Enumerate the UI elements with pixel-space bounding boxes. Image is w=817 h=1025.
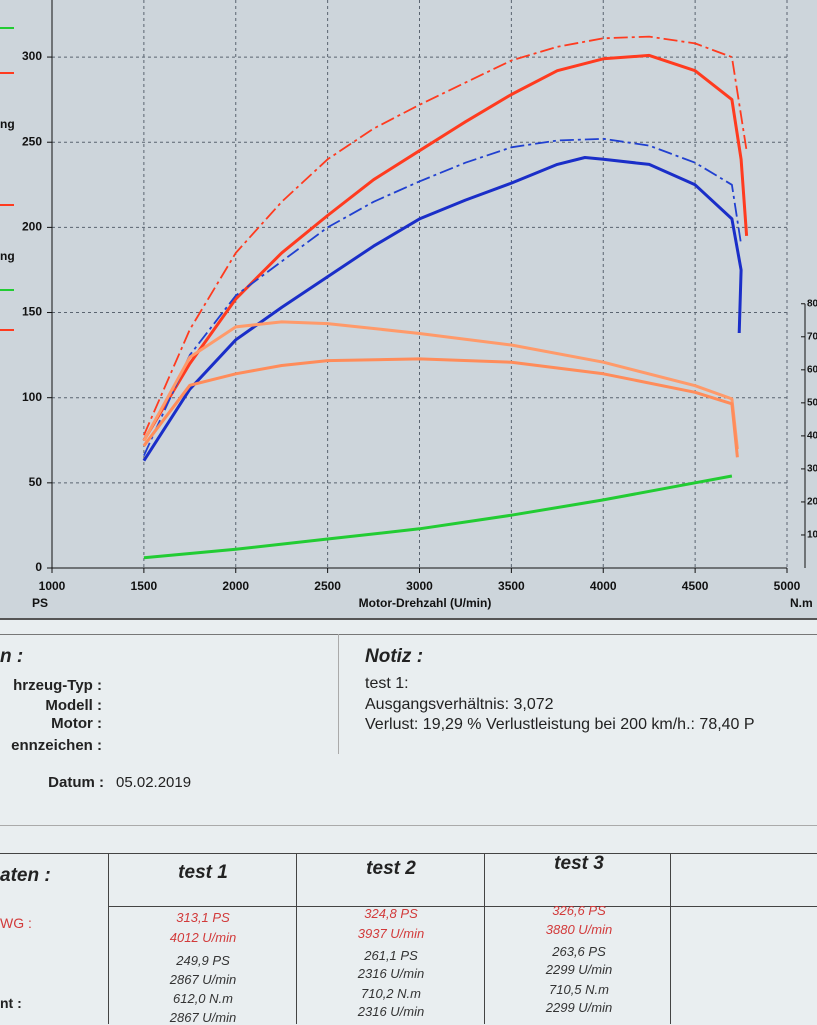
x-tick-label: 4500 [682, 579, 709, 593]
y-tick-label: 100 [22, 390, 42, 404]
y-axis-label: PS [32, 596, 48, 610]
table-cell: 2316 U/min [357, 1004, 425, 1019]
separator [0, 825, 817, 826]
table-cell: 612,0 N.m [173, 991, 233, 1006]
table-cell: 710,2 N.m [361, 986, 421, 1001]
x-axis-label: Motor-Drehzahl (U/min) [359, 596, 492, 610]
table-cell: 710,5 N.m [549, 982, 609, 997]
table-border [108, 853, 109, 1024]
table-border [296, 853, 297, 1024]
legend-fragment: ng [0, 117, 15, 131]
y2-tick-label: 100 [807, 530, 817, 541]
date-label: Datum : [48, 774, 104, 791]
y-tick-label: 150 [22, 305, 42, 319]
row-label: nt : [0, 995, 22, 1011]
y2-tick-label: 600 [807, 364, 817, 375]
info-heading: n : [0, 646, 24, 667]
table-cell: 3937 U/min [357, 926, 425, 941]
y2-tick-label: 300 [807, 464, 817, 475]
y2-tick-label: 400 [807, 431, 817, 442]
x-tick-label: 5000 [774, 579, 801, 593]
x-tick-label: 3000 [406, 579, 433, 593]
series-line [143, 137, 742, 456]
table-cell: 324,8 PS [364, 906, 418, 921]
field-label: ennzeichen : [11, 737, 102, 754]
x-tick-label: 1500 [131, 579, 158, 593]
note-line: test 1: [365, 675, 409, 692]
y-tick-label: 200 [22, 220, 42, 234]
note-line: Ausgangsverhältnis: 3,072 [365, 696, 554, 713]
table-cell: 313,1 PS [176, 910, 230, 925]
x-tick-label: 2000 [222, 579, 249, 593]
table-border [0, 853, 817, 854]
table-cell: 4012 U/min [169, 930, 237, 945]
field-label: Modell : [45, 697, 102, 714]
table-cell: 2867 U/min [169, 1010, 237, 1025]
y-tick-label: 0 [35, 560, 42, 574]
table-border [484, 853, 485, 1024]
table-cell: 263,6 PS [552, 944, 606, 959]
date: 05.02.2019 [116, 774, 192, 791]
note-line: Verlust: 19,29 % Verlustleistung bei 200… [365, 716, 755, 733]
y2-axis-label: N.m [790, 596, 813, 610]
chart-background [0, 0, 817, 620]
table-cell: 2299 U/min [545, 962, 613, 977]
x-tick-label: 4000 [590, 579, 617, 593]
series-line [143, 474, 733, 560]
column-header: test 1 [178, 862, 228, 883]
y-tick-label: 300 [22, 49, 42, 63]
y-tick-label: 250 [22, 134, 42, 148]
separator [338, 634, 339, 754]
field-label: Motor : [51, 715, 102, 732]
y-tick-label: 50 [29, 475, 43, 489]
column-header: test 2 [366, 858, 416, 879]
y2-tick-label: 700 [807, 331, 817, 342]
row-label: WG : [0, 915, 32, 931]
series-line [142, 53, 749, 442]
x-tick-label: 1000 [39, 579, 66, 593]
column-header: test 3 [554, 853, 604, 874]
series-line [142, 320, 739, 450]
chart: PS Motor-Drehzahl (U/min) N.m ng ng 1000… [0, 0, 817, 620]
legend-fragment: ng [0, 249, 15, 263]
y2-tick-label: 200 [807, 497, 817, 508]
table-cell: 261,1 PS [364, 948, 418, 963]
separator [0, 634, 817, 635]
table-cell: 2867 U/min [169, 972, 237, 987]
field-label: hrzeug-Typ : [13, 677, 102, 694]
table-cell: 3880 U/min [545, 922, 613, 937]
note-heading: Notiz : [365, 646, 424, 667]
table-cell: 249,9 PS [176, 953, 230, 968]
frame [0, 618, 817, 620]
table-border [108, 906, 817, 907]
y2-tick-label: 500 [807, 397, 817, 408]
series-line [143, 35, 748, 436]
table-cell: 2299 U/min [545, 1000, 613, 1015]
series-line [142, 156, 743, 462]
x-tick-label: 3500 [498, 579, 525, 593]
table-heading: aten : [0, 865, 51, 886]
y2-tick-label: 800 [807, 298, 817, 309]
table-cell: 2316 U/min [357, 966, 425, 981]
table-cell: 326,6 PS [552, 903, 606, 918]
x-tick-label: 2500 [314, 579, 341, 593]
series-line [142, 357, 739, 458]
table-border [670, 853, 671, 1024]
